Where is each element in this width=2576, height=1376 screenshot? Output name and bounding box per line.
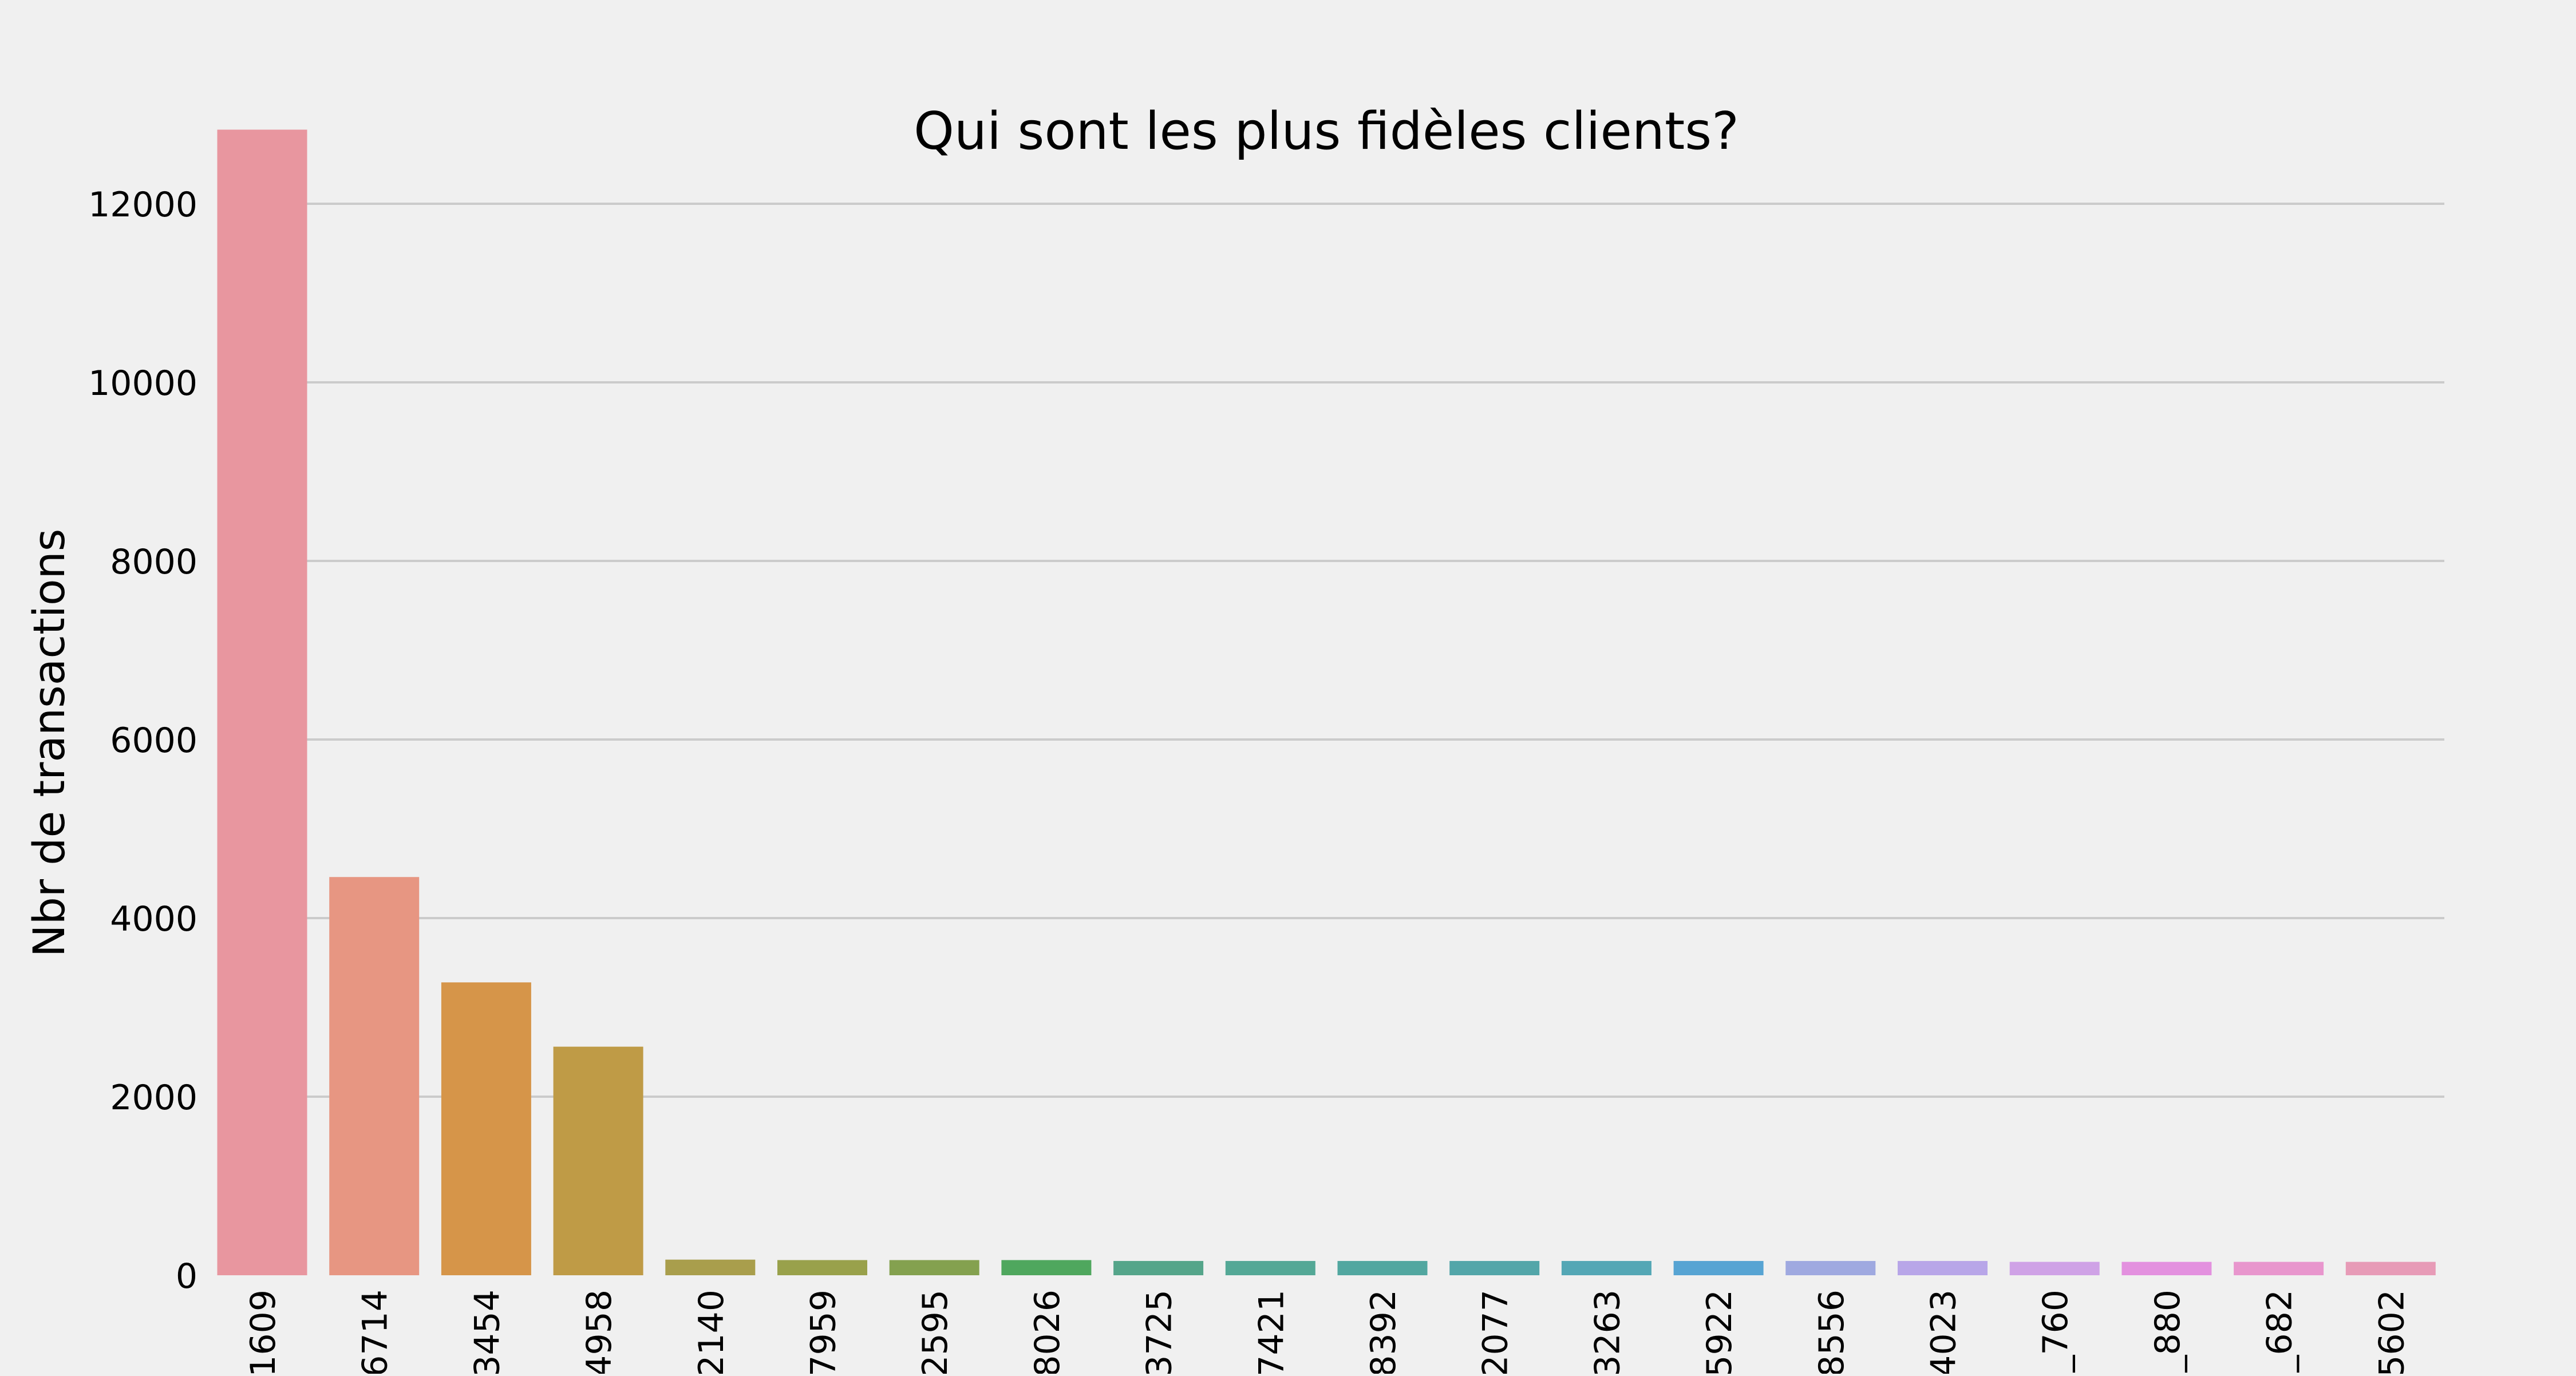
x-tick-label: 2077	[1476, 1290, 1516, 1374]
bar-2140	[665, 1259, 756, 1275]
x-tick-label: 5922	[1700, 1290, 1740, 1374]
x-tick-label: _682	[2260, 1290, 2300, 1373]
x-tick-label: _760	[2036, 1290, 2076, 1373]
x-tick-label: 7421	[1251, 1290, 1291, 1374]
x-tick-label: 4023	[1924, 1290, 1964, 1374]
bar-8392	[1337, 1261, 1428, 1275]
y-tick-label: 4000	[110, 899, 197, 939]
x-tick-label: 7959	[804, 1290, 844, 1374]
x-tick-label: 2140	[692, 1290, 732, 1374]
bar-4023	[1898, 1261, 1988, 1275]
y-tick-label: 0	[176, 1256, 197, 1296]
bar-2077	[1449, 1261, 1540, 1275]
bar-1609	[217, 129, 307, 1275]
y-tick-label: 2000	[110, 1078, 197, 1118]
bars	[217, 129, 2436, 1275]
bar-2595	[889, 1260, 979, 1275]
bar-7959	[777, 1260, 867, 1275]
y-tick-label: 10000	[88, 363, 197, 404]
x-tick-label: 3263	[1587, 1290, 1627, 1374]
x-tick-label: 1609	[243, 1290, 283, 1374]
bar-3725	[1113, 1261, 1204, 1275]
bar-4958	[553, 1046, 643, 1275]
chart-title: Qui sont les plus fidèles clients?	[914, 101, 1739, 161]
bar-7421	[1225, 1261, 1315, 1275]
bar-760	[2009, 1262, 2100, 1275]
x-tick-label: 8556	[1812, 1290, 1852, 1374]
x-tick-label: 8392	[1364, 1290, 1404, 1374]
y-axis-label: Nbr de transactions	[23, 529, 74, 958]
x-tick-label: 3725	[1140, 1290, 1180, 1374]
x-tick-label: 5602	[2372, 1290, 2412, 1374]
x-tick-label: 3454	[467, 1290, 507, 1374]
y-tick-label: 6000	[110, 721, 197, 761]
bar-6714	[329, 877, 420, 1275]
bar-5602	[2345, 1262, 2436, 1275]
bar-880	[2121, 1262, 2212, 1275]
bar-5922	[1673, 1261, 1764, 1275]
x-tick-label: 6714	[355, 1290, 396, 1374]
y-tick-label: 12000	[88, 185, 197, 225]
x-axis-ticks: 1609 6714 3454 4958 2140 7959 2595 8026 3725 7421…	[243, 1290, 2412, 1376]
bar-3454	[441, 982, 531, 1275]
bar-3263	[1561, 1261, 1652, 1275]
x-tick-label: 4958	[579, 1290, 619, 1374]
bar-8556	[1785, 1261, 1876, 1275]
x-tick-label: 8026	[1028, 1290, 1068, 1374]
bar-8026	[1001, 1260, 1092, 1275]
bar-682	[2234, 1262, 2324, 1275]
y-tick-label: 8000	[110, 542, 197, 582]
x-tick-label: _880	[2148, 1290, 2188, 1373]
x-tick-label: 2595	[915, 1290, 955, 1374]
y-axis-ticks: 0 2000 4000 6000 8000 10000 12000	[88, 185, 197, 1296]
